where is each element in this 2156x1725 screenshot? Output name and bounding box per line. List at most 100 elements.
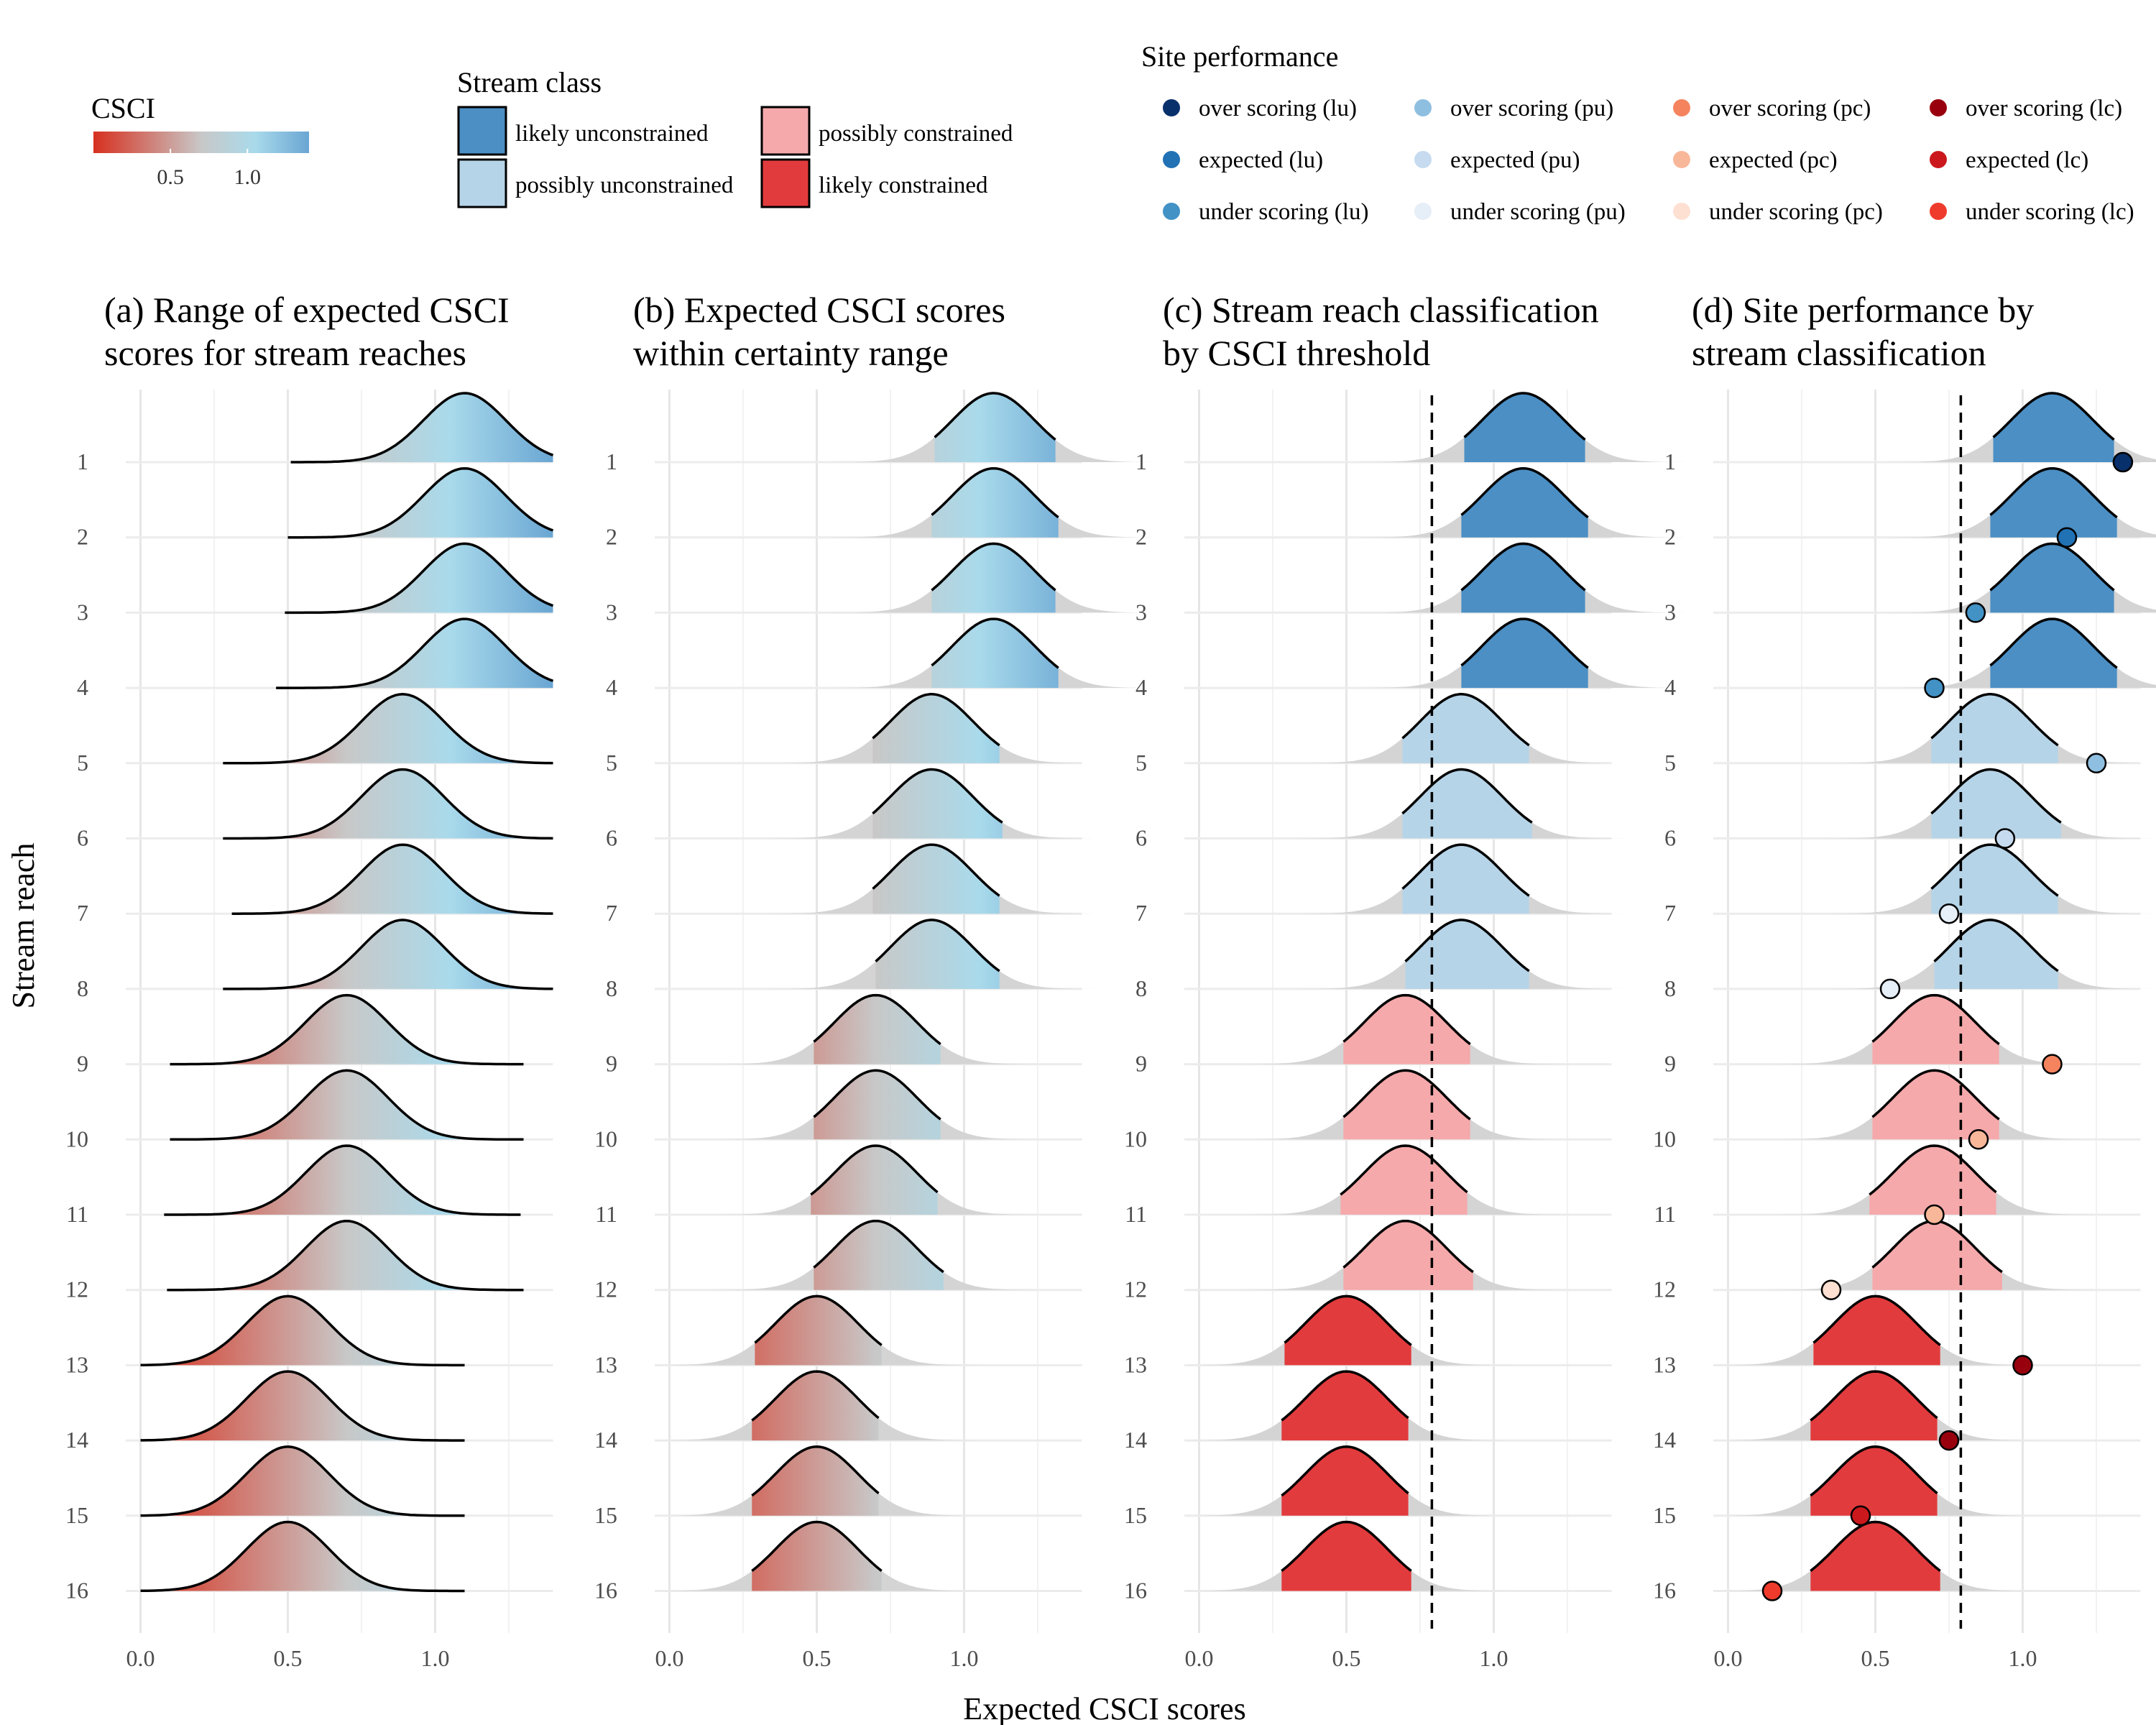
ridge-reach-9 — [170, 993, 524, 1066]
density-certainty-area — [1810, 1371, 1938, 1441]
ridge-reach-11 — [714, 1144, 1038, 1215]
reach-label: 16 — [1124, 1578, 1147, 1604]
density-certainty-line — [1810, 1370, 1938, 1422]
ridge-reach-6 — [1828, 768, 2152, 839]
site-performance-label-3: over scoring (pu) — [1450, 96, 1613, 121]
density-certainty-area — [1284, 1296, 1411, 1366]
ridge-reach-9 — [1772, 993, 2096, 1064]
density-area — [170, 1070, 524, 1140]
reach-label: 10 — [1124, 1126, 1147, 1151]
density-certainty-line — [931, 466, 1059, 519]
reach-label: 16 — [1653, 1578, 1676, 1604]
density-certainty-line — [931, 542, 1056, 592]
density-line — [170, 1069, 524, 1141]
density-certainty-area — [1872, 995, 1999, 1064]
density-certainty-area — [1810, 1522, 1940, 1591]
site-performance-key-0 — [1163, 99, 1180, 116]
density-certainty-area — [872, 694, 1000, 763]
density-area — [140, 1446, 465, 1516]
density-certainty-line — [872, 768, 1003, 824]
stream-class-key-2 — [760, 106, 811, 156]
site-point-reach-12 — [1820, 1279, 1842, 1300]
density-certainty-area — [1464, 393, 1585, 462]
reach-label: 8 — [1135, 975, 1147, 1001]
density-certainty-area — [811, 1146, 938, 1215]
density-line — [231, 843, 553, 915]
site-performance-key-7 — [1673, 151, 1690, 168]
density-certainty-line — [1284, 1294, 1412, 1346]
density-certainty-area — [872, 845, 1000, 914]
density-certainty-area — [1281, 1446, 1409, 1516]
ridge-reach-3 — [1890, 542, 2156, 613]
ridge-reach-9 — [1243, 993, 1567, 1064]
reach-label: 13 — [65, 1351, 88, 1377]
ridge-reach-1 — [1890, 392, 2156, 462]
density-certainty-line — [1810, 1520, 1941, 1572]
density-area — [223, 694, 553, 763]
density-certainty-area — [875, 919, 1000, 989]
reach-label: 8 — [606, 975, 617, 1001]
site-performance-key-4 — [1414, 151, 1432, 168]
site-performance-key-1 — [1163, 151, 1180, 168]
density-certainty-area — [814, 1220, 944, 1290]
csci-legend: CSCI 0.5 1.0 — [91, 92, 309, 189]
panel-title-line-1: (a) Range of expected CSCI — [104, 290, 510, 330]
ridge-reach-10 — [1772, 1069, 2096, 1140]
density-certainty-area — [1461, 543, 1585, 613]
density-certainty-line — [1869, 1144, 1997, 1196]
site-performance-label-11: under scoring (lc) — [1966, 199, 2134, 225]
reach-label: 12 — [594, 1276, 617, 1302]
density-certainty-line — [1281, 1445, 1409, 1497]
density-certainty-line — [1460, 617, 1589, 669]
reach-label: 3 — [1135, 599, 1147, 625]
density-certainty-line — [751, 1445, 880, 1497]
stream-class-label-1: possibly unconstrained — [515, 172, 734, 198]
reach-label: 10 — [1653, 1126, 1676, 1151]
reach-label: 14 — [65, 1427, 88, 1453]
reach-label: 8 — [1664, 975, 1676, 1001]
reach-label: 7 — [1135, 900, 1147, 926]
site-performance-legend: Site performance over scoring (lu) expect… — [1141, 40, 2134, 225]
density-area — [140, 1296, 465, 1366]
ridge-reach-15 — [1713, 1445, 2037, 1516]
density-line — [140, 1370, 465, 1442]
density-area — [276, 619, 553, 689]
reach-label: 3 — [606, 599, 617, 625]
density-area — [167, 1220, 524, 1290]
density-certainty-area — [1872, 1070, 1999, 1140]
site-performance-label-4: expected (pu) — [1450, 147, 1580, 173]
density-certainty-line — [813, 1069, 941, 1121]
density-certainty-area — [1461, 619, 1588, 689]
ridge-reach-4 — [276, 617, 554, 689]
panel-title-line-2: by CSCI threshold — [1163, 333, 1430, 373]
density-certainty-line — [1871, 1069, 2000, 1121]
reach-label: 4 — [606, 674, 617, 700]
density-certainty-area — [934, 393, 1056, 462]
density-certainty-line — [1989, 542, 2115, 592]
density-certainty-area — [752, 1371, 879, 1441]
ridge-reach-1 — [831, 392, 1156, 462]
density-certainty-line — [1930, 843, 2059, 897]
site-point-reach-2 — [2056, 527, 2078, 548]
site-performance-legend-title: Site performance — [1141, 40, 1338, 73]
x-tick-label: 1.0 — [2009, 1645, 2037, 1671]
ridge-reach-3 — [285, 542, 554, 615]
reach-label: 12 — [1653, 1276, 1676, 1302]
density-certainty-line — [1340, 1144, 1468, 1196]
density-certainty-area — [1402, 769, 1532, 839]
density-certainty-area — [752, 1446, 879, 1516]
x-tick-label: 0.5 — [1861, 1645, 1890, 1671]
ridge-reach-10 — [1243, 1069, 1567, 1140]
reach-label: 10 — [594, 1126, 617, 1151]
y-axis-title: Stream reach — [6, 843, 41, 1009]
ridge-reach-15 — [140, 1445, 465, 1517]
density-certainty-line — [934, 392, 1056, 441]
reach-label: 11 — [66, 1201, 88, 1227]
reach-label: 6 — [1135, 825, 1147, 851]
site-performance-label-5: under scoring (pu) — [1450, 199, 1626, 225]
density-certainty-area — [1281, 1371, 1409, 1441]
density-line — [276, 617, 554, 689]
density-line — [223, 693, 553, 765]
density-certainty-area — [1931, 769, 2061, 839]
